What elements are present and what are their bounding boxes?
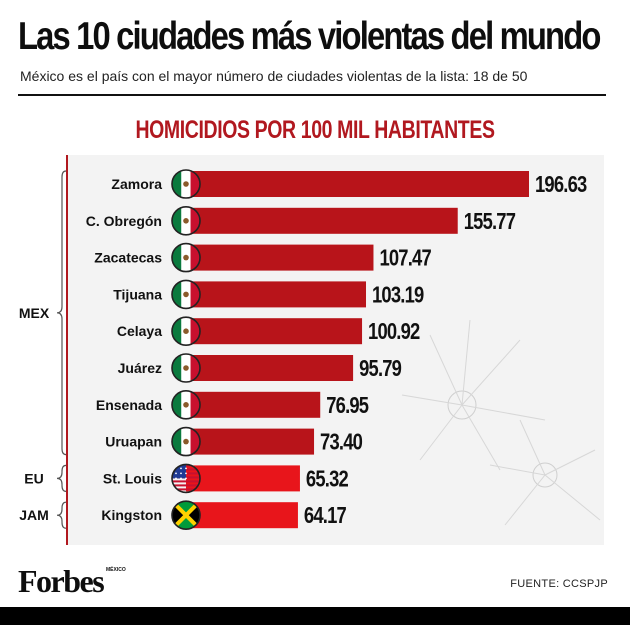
mexico-flag-icon bbox=[171, 206, 201, 236]
category-label: Kingston bbox=[101, 507, 162, 523]
bar bbox=[186, 318, 363, 345]
value-label: 95.79 bbox=[359, 356, 401, 381]
value-label: 155.77 bbox=[464, 209, 516, 234]
bar bbox=[186, 281, 367, 308]
category-label: St. Louis bbox=[103, 470, 162, 486]
category-label: C. Obregón bbox=[86, 213, 162, 229]
mexico-flag-icon bbox=[171, 279, 201, 310]
mexico-flag-icon bbox=[171, 242, 201, 273]
jamaica-flag-icon bbox=[171, 500, 201, 531]
chart-title: HOMICIDIOS POR 100 MIL HABITANTES bbox=[135, 116, 495, 144]
page-title: Las 10 ciudades más violentas del mundo bbox=[18, 15, 601, 58]
forbes-logo: Forbes bbox=[18, 563, 105, 599]
category-label: Juárez bbox=[118, 360, 162, 376]
bar bbox=[186, 465, 300, 492]
group-label: EU bbox=[24, 470, 43, 486]
bar bbox=[186, 391, 321, 418]
group-label: JAM bbox=[19, 507, 49, 523]
value-label: 73.40 bbox=[320, 430, 362, 455]
category-label: Ensenada bbox=[96, 397, 162, 413]
title-divider bbox=[18, 94, 606, 96]
value-label: 65.32 bbox=[306, 467, 348, 492]
category-label: Uruapan bbox=[105, 434, 162, 450]
mexico-flag-icon bbox=[171, 169, 201, 199]
mexico-flag-icon bbox=[171, 389, 201, 420]
bar bbox=[186, 171, 529, 197]
category-label: Zamora bbox=[111, 176, 162, 192]
bar bbox=[186, 355, 354, 381]
chart-axis-line bbox=[66, 155, 68, 545]
category-label: Celaya bbox=[117, 323, 162, 339]
mexico-flag-icon bbox=[171, 353, 201, 383]
value-label: 196.63 bbox=[535, 172, 587, 197]
value-label: 76.95 bbox=[326, 393, 368, 418]
bottom-bar bbox=[0, 607, 630, 625]
source-note: FUENTE: CCSPJP bbox=[510, 578, 608, 590]
group-brace bbox=[56, 170, 67, 456]
bar bbox=[186, 502, 298, 529]
forbes-logo-sub: MÉXICO bbox=[106, 567, 126, 573]
mexico-flag-icon bbox=[171, 426, 201, 457]
category-label: Zacatecas bbox=[94, 250, 162, 266]
mexico-flag-icon bbox=[171, 316, 201, 347]
value-label: 103.19 bbox=[372, 283, 424, 308]
bar bbox=[186, 207, 458, 234]
bar bbox=[186, 428, 315, 455]
value-label: 64.17 bbox=[304, 503, 346, 528]
group-brace bbox=[56, 501, 67, 529]
page-subtitle: México es el país con el mayor número de… bbox=[20, 68, 528, 84]
group-label: MEX bbox=[19, 305, 50, 321]
bar bbox=[186, 244, 374, 271]
value-label: 107.47 bbox=[379, 246, 431, 271]
category-label: Tijuana bbox=[113, 286, 162, 302]
value-label: 100.92 bbox=[368, 319, 420, 344]
group-brace bbox=[56, 464, 67, 492]
